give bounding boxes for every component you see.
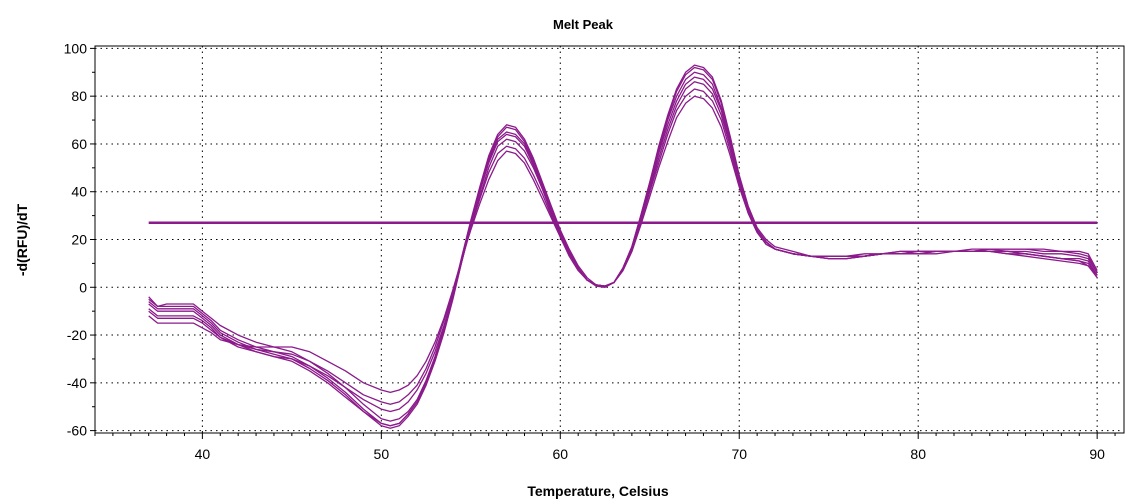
y-tick-label: 80 [71,88,87,104]
series-line [148,64,1098,422]
x-tick-label: 40 [195,446,211,462]
grid [95,46,1124,433]
y-tick-label: 100 [64,40,88,56]
y-tick-label: 40 [71,184,87,200]
series-line [148,71,1098,429]
x-tick-label: 90 [1089,446,1105,462]
series-line [148,66,1098,427]
series-line [148,81,1098,413]
y-axis: -60 -40 -20 0 20 40 60 80 100 [64,40,95,439]
x-axis-title: Temperature, Celsius [527,483,669,499]
y-tick-label: 60 [71,136,87,152]
x-tick-label: 80 [910,446,926,462]
x-tick-label: 70 [731,446,747,462]
x-axis: 40 50 60 70 80 90 [94,433,1116,462]
y-tick-label: -60 [67,423,87,439]
x-tick-label: 60 [552,446,568,462]
y-tick-label: 20 [71,232,87,248]
y-tick-label: 0 [79,279,87,295]
x-tick-label: 50 [374,446,390,462]
y-tick-label: -40 [67,375,87,391]
series-group [148,64,1098,429]
chart-title: Melt Peak [553,17,614,32]
y-axis-title: -d(RFU)/dT [14,203,30,276]
series-line [148,95,1098,394]
y-tick-label: -20 [67,327,87,343]
